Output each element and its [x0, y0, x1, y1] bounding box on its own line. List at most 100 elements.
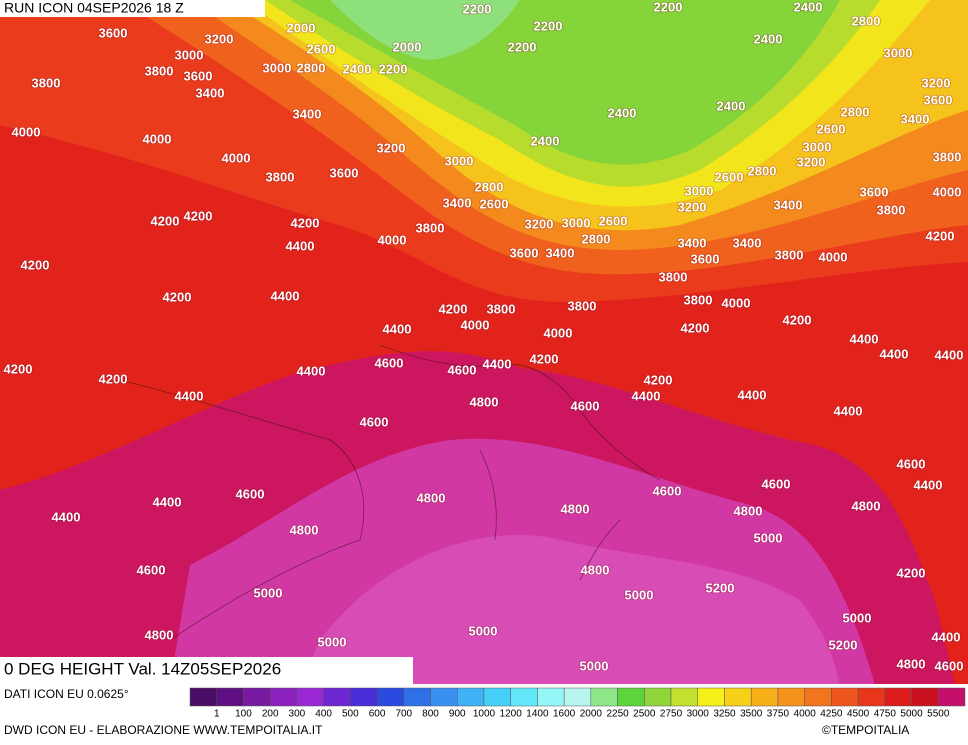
contour-label: 3200: [205, 31, 234, 46]
contour-label: 2600: [480, 196, 509, 211]
colorbar-tick-label: 4500: [847, 709, 870, 720]
contour-label: 4200: [783, 312, 812, 327]
contour-label: 3400: [774, 197, 803, 212]
colorbar-tick-label: 200: [262, 709, 279, 720]
colorbar-swatch: [831, 687, 859, 707]
colorbar-swatch: [857, 687, 886, 707]
contour-label: 2400: [343, 61, 372, 76]
contour-label: 3200: [377, 140, 406, 155]
contour-label: 3600: [691, 251, 720, 266]
colorbar-swatch: [884, 687, 912, 707]
contour-label: 4800: [470, 394, 499, 409]
contour-label: 3200: [922, 75, 951, 90]
contour-label: 4400: [52, 509, 81, 524]
contour-label: 4400: [383, 321, 412, 336]
colorbar-tick-label: 1000: [473, 709, 496, 720]
contour-label: 3800: [684, 292, 713, 307]
colorbar-tick-label: 800: [422, 709, 439, 720]
colorbar-tick-label: 2250: [606, 709, 629, 720]
contour-label: 4400: [297, 363, 326, 378]
contour-label: 4000: [222, 150, 251, 165]
field-light-green: [330, 0, 520, 60]
contour-label: 4400: [175, 388, 204, 403]
run-label: RUN ICON 04SEP2026 18 Z: [4, 0, 184, 16]
contour-label: 4800: [734, 503, 763, 518]
contour-label: 3800: [659, 269, 688, 284]
colorbar-tick-label: 700: [395, 709, 412, 720]
colorbar-tick-label: 2000: [580, 709, 603, 720]
contour-label: 2600: [715, 169, 744, 184]
contour-label: 4800: [852, 498, 881, 513]
contour-label: 4600: [137, 562, 166, 577]
copyright-label: ©TEMPOITALIA: [822, 723, 909, 737]
contour-label: 3600: [510, 245, 539, 260]
contour-label: 2400: [794, 0, 823, 14]
contour-label: 3400: [901, 111, 930, 126]
contour-label: 2200: [508, 39, 537, 54]
contour-label: 2200: [463, 1, 492, 16]
colorbar-swatch: [804, 687, 832, 707]
contour-label: 2400: [717, 98, 746, 113]
contour-label: 3400: [443, 195, 472, 210]
contour-label: 4200: [4, 361, 33, 376]
contour-label: 4800: [897, 656, 926, 671]
contour-label: 4400: [286, 238, 315, 253]
contour-label: 3800: [416, 220, 445, 235]
contour-label: 3800: [145, 63, 174, 78]
colorbar-tick-label: 500: [342, 709, 359, 720]
contour-label: 3400: [678, 235, 707, 250]
contour-label: 2600: [307, 41, 336, 56]
contour-label: 5000: [754, 530, 783, 545]
contour-label: 4200: [644, 372, 673, 387]
source-label: DATI ICON EU 0.0625°: [4, 687, 129, 701]
contour-label: 3800: [877, 202, 906, 217]
contour-label: 4000: [933, 184, 962, 199]
coastline: [479, 449, 621, 581]
contour-label: 4200: [184, 208, 213, 223]
contour-label: 3600: [924, 92, 953, 107]
contour-label: 3600: [99, 25, 128, 40]
colorbar-swatch: [350, 687, 378, 707]
contour-label: 4400: [880, 346, 909, 361]
contour-label: 4600: [653, 483, 682, 498]
contour-label: 3800: [775, 247, 804, 262]
contour-label: 2400: [608, 105, 637, 120]
contour-label: 3800: [266, 169, 295, 184]
contour-label: 4200: [163, 289, 192, 304]
contour-label: 3000: [175, 47, 204, 62]
colorbar-tick-label: 900: [449, 709, 466, 720]
contour-label: 3800: [933, 149, 962, 164]
contour-label: 2600: [817, 121, 846, 136]
contour-label: 2800: [475, 179, 504, 194]
colorbar-swatch: [911, 687, 939, 707]
contour-label: 4000: [544, 325, 573, 340]
colorbar-tick-label: 1400: [526, 709, 549, 720]
contour-label: 4600: [236, 486, 265, 501]
contour-label: 3400: [196, 85, 225, 100]
map-field: [0, 0, 968, 685]
coastline: [379, 344, 661, 481]
contour-label: 4200: [681, 320, 710, 335]
contour-label: 3200: [525, 216, 554, 231]
contour-label: 2800: [297, 60, 326, 75]
contour-label: 3000: [445, 153, 474, 168]
contour-label: 3000: [263, 60, 292, 75]
colorbar-tick-label: 3000: [687, 709, 710, 720]
contour-label: 3400: [546, 245, 575, 260]
contour-label: 2800: [582, 231, 611, 246]
contour-label: 4800: [417, 490, 446, 505]
contour-label: 4400: [932, 629, 961, 644]
contour-label: 4200: [439, 301, 468, 316]
colorbar-swatch: [189, 687, 217, 707]
contour-label: 4600: [762, 476, 791, 491]
contour-label: 4400: [271, 288, 300, 303]
contour-label: 4800: [145, 627, 174, 642]
contour-label: 3000: [562, 215, 591, 230]
contour-label: 4600: [571, 398, 600, 413]
colorbar-swatch: [483, 687, 511, 707]
colorbar-swatch: [269, 687, 298, 707]
colorbar-tick-label: 1200: [500, 709, 523, 720]
contour-label: 2200: [379, 61, 408, 76]
